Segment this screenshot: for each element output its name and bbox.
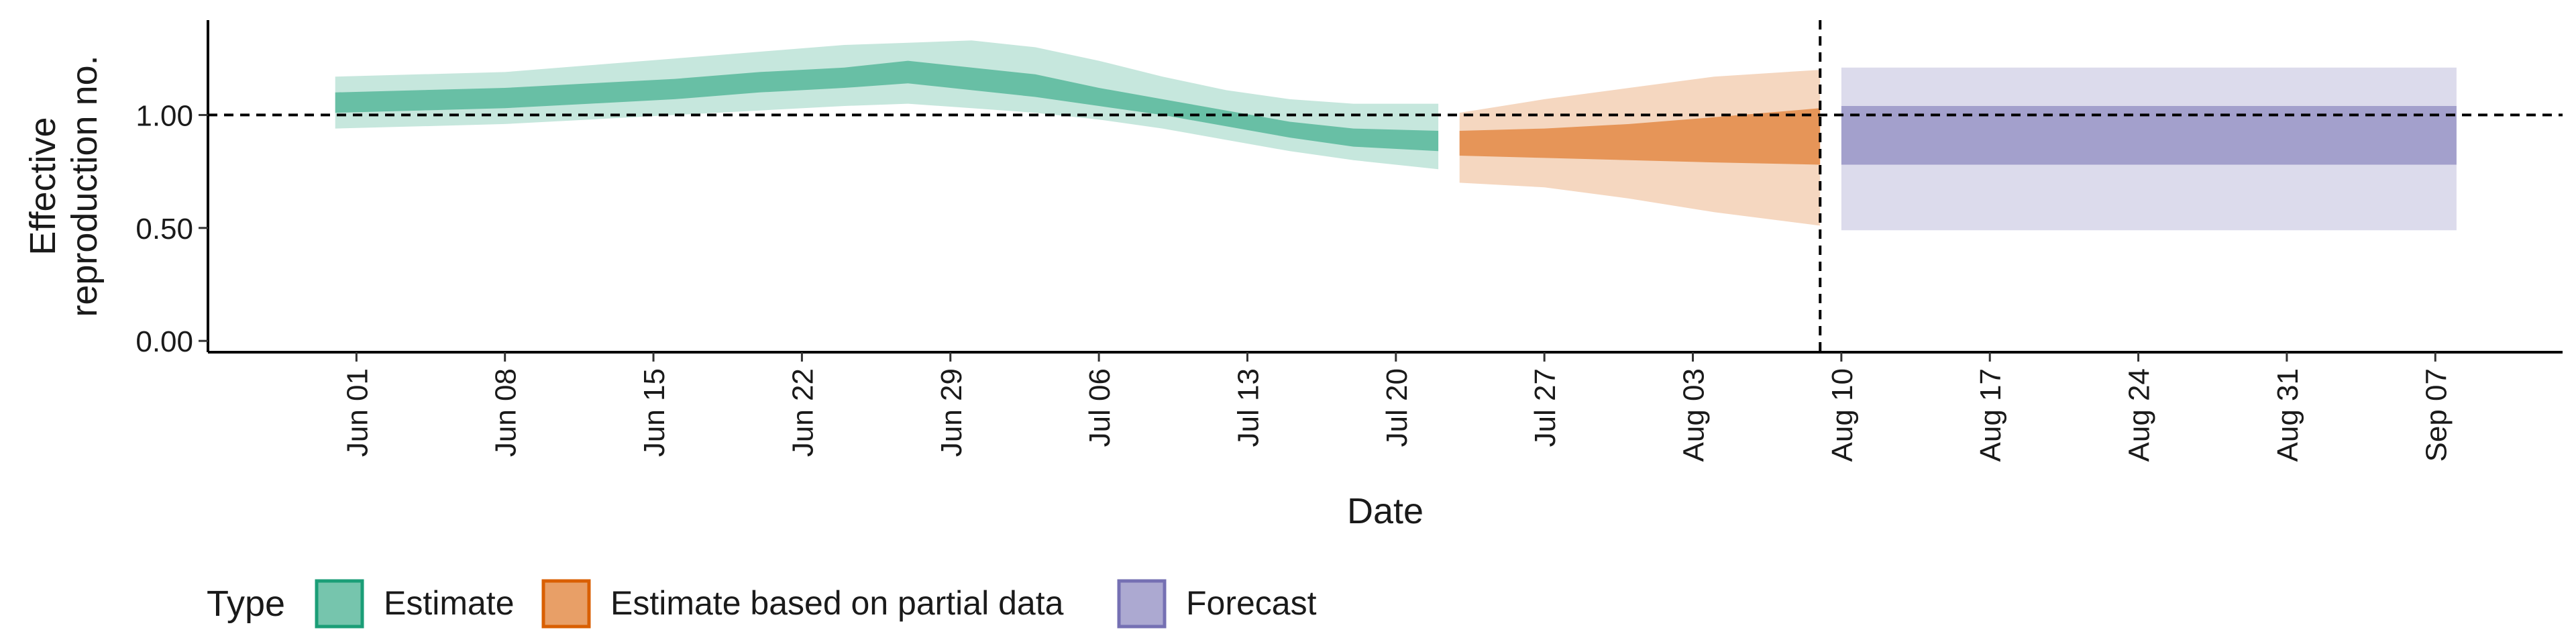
legend-item: Estimate based on partial data — [541, 579, 1064, 629]
series-2-inner-band — [1459, 108, 1821, 165]
legend: Type Estimate Estimate based on partial da… — [207, 579, 1317, 629]
reference-lines — [208, 20, 2563, 352]
x-tick-label: Aug 31 — [2271, 368, 2304, 462]
x-tick-label: Aug 10 — [1826, 368, 1859, 462]
x-tick-label: Jul 13 — [1232, 368, 1265, 447]
legend-label: Estimate — [384, 584, 515, 622]
legend-swatch — [541, 579, 591, 629]
axes: 0.00 0.50 1.00 Jun 01 Jun 08 Jun 15 Jun 22 Jun … — [23, 20, 2563, 531]
x-tick-label: Jun 01 — [341, 368, 374, 457]
series-1 — [335, 40, 1439, 170]
series-3-inner-band — [1841, 106, 2457, 165]
series-3 — [1841, 67, 2457, 231]
x-tick-label: Jun 22 — [786, 368, 819, 457]
x-tick-label: Aug 24 — [2123, 368, 2156, 462]
legend-item: Estimate — [315, 579, 515, 629]
legend-label: Estimate based on partial data — [610, 584, 1064, 622]
y-axis-title-line: Effective — [23, 117, 63, 255]
legend-item: Forecast — [1117, 579, 1317, 629]
x-tick-label: Jul 27 — [1529, 368, 1562, 447]
x-tick-label: Jul 20 — [1381, 368, 1413, 447]
y-tick-label: 0.50 — [136, 213, 193, 246]
x-tick-label: Jun 15 — [638, 368, 671, 457]
y-tick-label: 0.00 — [136, 325, 193, 358]
legend-swatch — [1117, 579, 1167, 629]
x-tick-label: Aug 03 — [1678, 368, 1711, 462]
legend-label: Forecast — [1186, 584, 1317, 622]
y-axis-title: Effective reproduction no. — [23, 55, 105, 317]
y-tick-label: 1.00 — [136, 99, 193, 132]
series-2 — [1459, 70, 1821, 226]
y-axis-title-line: reproduction no. — [64, 55, 105, 317]
ribbon-layer — [335, 40, 2457, 231]
x-axis-title: Date — [1347, 491, 1424, 531]
x-tick-label: Jun 08 — [490, 368, 523, 457]
x-tick-label: Aug 17 — [1974, 368, 2007, 462]
legend-swatch — [315, 579, 364, 629]
legend-title: Type — [207, 584, 285, 624]
series-1-inner-band — [335, 60, 1439, 152]
series-1-outer-band — [335, 40, 1439, 170]
x-tick-label: Jul 06 — [1083, 368, 1116, 447]
x-tick-label: Jun 29 — [935, 368, 968, 457]
x-tick-label: Sep 07 — [2420, 368, 2453, 462]
